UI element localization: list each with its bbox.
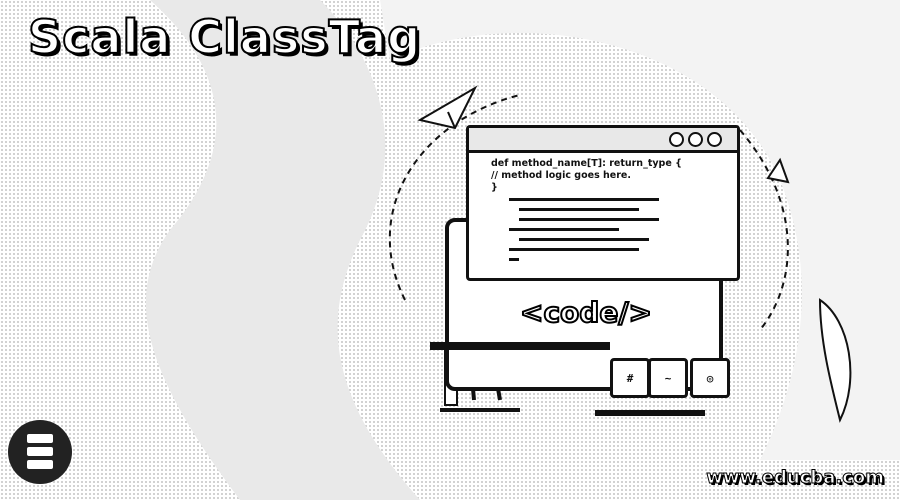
- code-line: }: [491, 182, 498, 193]
- scala-logo-icon: [8, 420, 72, 484]
- keyboard-key: ◎: [690, 358, 730, 398]
- code-placeholder-lines: [509, 198, 659, 261]
- browser-dot-icon: [669, 132, 684, 147]
- banner-title: Scala ClassTag: [27, 9, 422, 65]
- browser-dot-icon: [707, 132, 722, 147]
- code-line: // method logic goes here.: [491, 170, 631, 181]
- code-browser-window: def method_name[T]: return_type { // met…: [466, 125, 740, 281]
- footer-url: www.educba.com: [706, 467, 885, 489]
- code-line: def method_name[T]: return_type {: [491, 158, 682, 169]
- keyboard-key: #: [610, 358, 650, 398]
- code-tag-text: <code/>: [519, 295, 653, 330]
- paper-plane-icon: [417, 85, 478, 130]
- desk: [430, 342, 610, 350]
- code-snippet: def method_name[T]: return_type { // met…: [491, 158, 682, 194]
- browser-dot-icon: [688, 132, 703, 147]
- keyboard-key: ~: [648, 358, 688, 398]
- browser-title-bar: [469, 128, 737, 153]
